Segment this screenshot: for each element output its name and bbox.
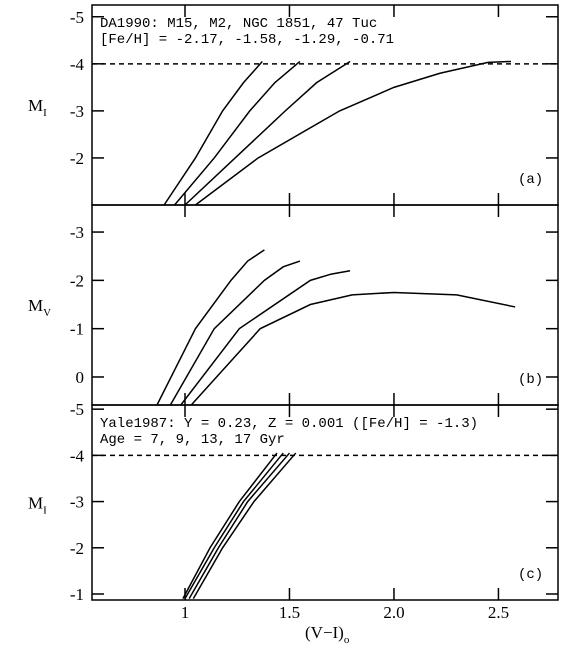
y-tick-label: -5 — [70, 400, 84, 419]
y-axis-label-sub: V — [43, 307, 51, 319]
x-axis-label: (V−I)o — [305, 623, 350, 645]
y-tick-label: 0 — [76, 368, 85, 387]
y-axis-label-main: M — [28, 494, 43, 513]
data-line — [173, 60, 301, 206]
plot-frame — [91, 204, 559, 406]
data-line — [190, 291, 516, 406]
annotation: Yale1987: Y = 0.23, Z = 0.001 ([Fe/H] = … — [100, 416, 478, 432]
data-line — [194, 60, 512, 206]
x-axis-label-main: (V−I) — [305, 623, 344, 642]
y-tick-label: -4 — [70, 446, 85, 465]
y-axis-label: MI — [28, 96, 47, 119]
x-tick-label: 1 — [181, 603, 190, 622]
annotation: DA1990: M15, M2, NGC 1851, 47 Tuc — [100, 16, 377, 32]
y-tick-label: -5 — [70, 8, 84, 27]
y-tick-label: -3 — [70, 493, 84, 512]
x-tick-label: 2.0 — [383, 603, 404, 622]
y-axis-label-main: M — [28, 296, 43, 315]
y-tick-label: -2 — [70, 149, 84, 168]
panel-label: (a) — [518, 172, 543, 188]
x-axis-label-sub: o — [344, 634, 350, 645]
x-tick-label: 1.5 — [279, 603, 300, 622]
plot-frame — [91, 404, 559, 601]
data-line — [156, 249, 265, 406]
data-line — [163, 60, 263, 206]
y-tick-label: -2 — [70, 271, 84, 290]
y-axis-label: MV — [28, 296, 51, 319]
data-line — [182, 452, 278, 599]
data-line — [192, 452, 297, 599]
annotation: Age = 7, 9, 13, 17 Gyr — [100, 432, 285, 448]
y-axis-label: MI — [28, 494, 47, 517]
y-axis-label-sub: I — [43, 505, 47, 517]
panel-label: (b) — [518, 372, 543, 388]
data-line — [184, 60, 351, 206]
data-line — [180, 269, 351, 406]
y-tick-label: -3 — [70, 102, 84, 121]
y-axis-label-sub: I — [43, 107, 47, 119]
y-tick-label: -1 — [70, 585, 84, 604]
x-tick-label: 2.5 — [488, 603, 509, 622]
y-axis-label-main: M — [28, 96, 43, 115]
data-line — [188, 452, 291, 599]
panel-label: (c) — [518, 567, 543, 583]
data-line — [169, 260, 301, 406]
y-tick-label: -1 — [70, 320, 84, 339]
data-line — [184, 452, 284, 599]
y-tick-label: -4 — [70, 55, 85, 74]
y-tick-label: -3 — [70, 223, 84, 242]
annotation: [Fe/H] = -2.17, -1.58, -1.29, -0.71 — [100, 32, 394, 48]
y-tick-label: -2 — [70, 539, 84, 558]
